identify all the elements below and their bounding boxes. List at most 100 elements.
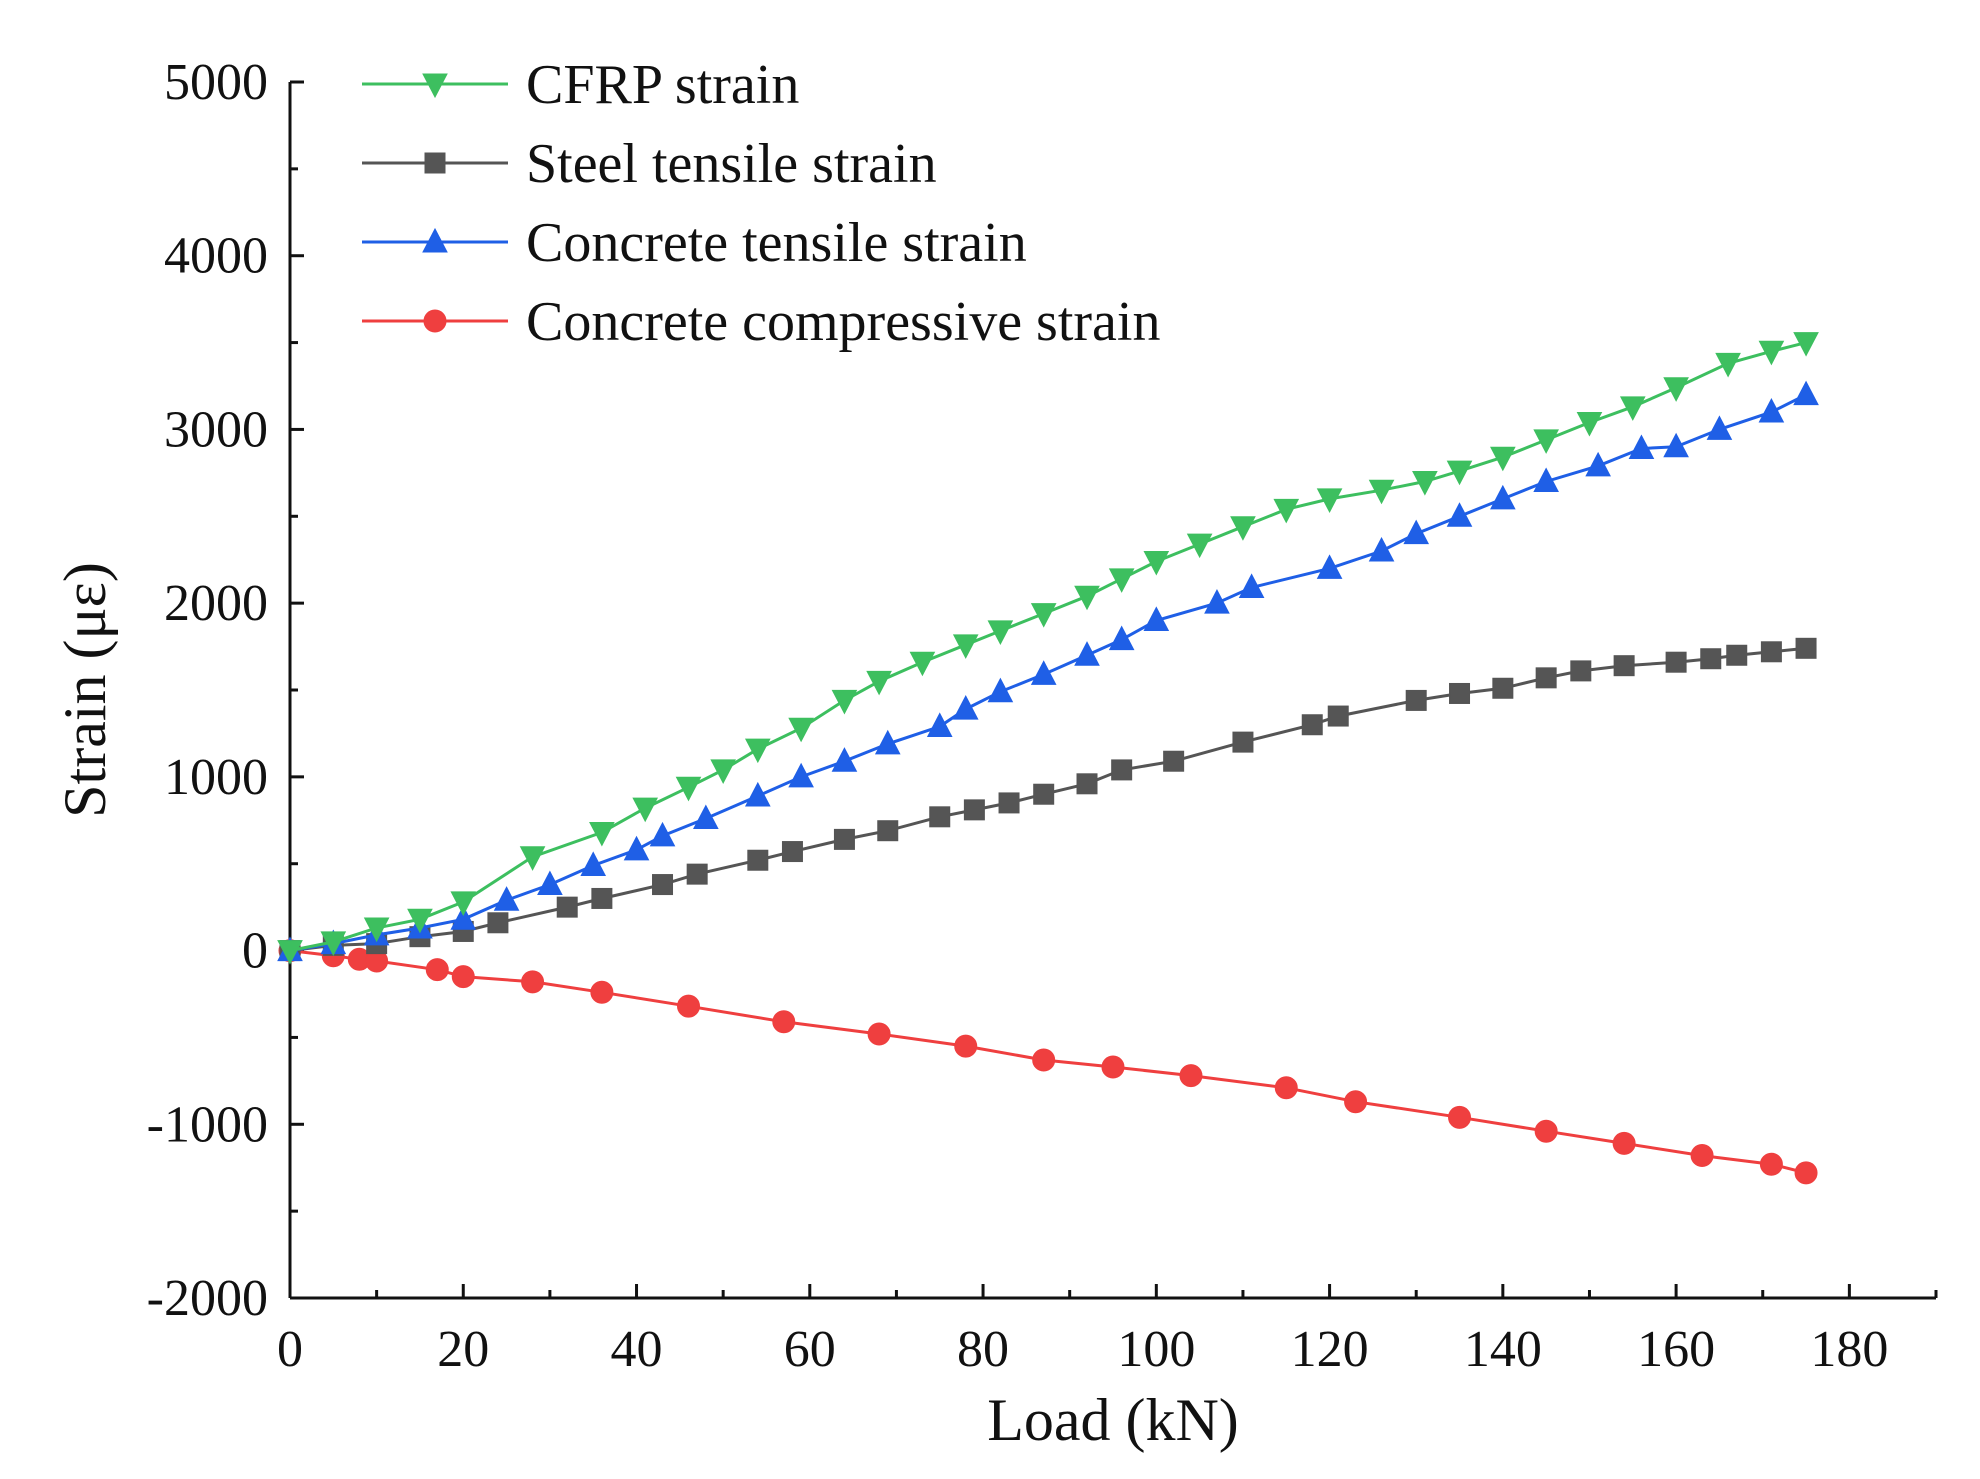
data-point-concrete-tensile-strain: [744, 781, 771, 807]
data-point-cfrp-strain: [1273, 498, 1300, 524]
data-point-concrete-tensile-strain: [1758, 397, 1785, 423]
x-tick-label: 20: [437, 1321, 489, 1378]
data-point-concrete-tensile-strain: [1403, 519, 1430, 545]
y-tick-label: 5000: [164, 54, 268, 111]
data-point-concrete-tensile-strain: [1238, 573, 1265, 599]
data-point-cfrp-strain: [952, 634, 979, 659]
data-point-cfrp-strain: [866, 670, 892, 696]
x-tick-label: 80: [957, 1321, 1009, 1378]
data-point-concrete-compressive-strain: [867, 1022, 891, 1046]
data-point-steel-tensile-strain: [1760, 641, 1782, 663]
legend-marker: [422, 73, 448, 99]
data-point-concrete-compressive-strain: [1179, 1064, 1203, 1088]
data-point-steel-tensile-strain: [929, 806, 951, 828]
data-point-concrete-tensile-strain: [952, 695, 979, 720]
legend-label: Concrete compressive strain: [526, 291, 1160, 353]
data-point-steel-tensile-strain: [1111, 759, 1133, 781]
legend-marker: [422, 227, 448, 253]
x-tick-label: 180: [1810, 1321, 1888, 1378]
data-point-cfrp-strain: [1368, 479, 1395, 505]
y-tick-label: 2000: [164, 575, 268, 632]
data-point-steel-tensile-strain: [1535, 667, 1557, 689]
legend-item-concrete-tensile-strain: Concrete tensile strain: [362, 212, 1027, 274]
data-point-concrete-tensile-strain: [537, 870, 563, 896]
data-point-concrete-compressive-strain: [1534, 1119, 1558, 1143]
data-point-concrete-compressive-strain: [590, 980, 614, 1004]
data-point-concrete-tensile-strain: [1108, 625, 1135, 651]
data-point-cfrp-strain: [1446, 460, 1473, 486]
y-tick-label: 4000: [164, 228, 268, 285]
data-point-steel-tensile-strain: [747, 849, 769, 871]
data-point-concrete-compressive-strain: [1274, 1076, 1298, 1100]
data-point-steel-tensile-strain: [1613, 655, 1635, 677]
y-tick-label: 1000: [164, 749, 268, 806]
data-point-cfrp-strain: [1074, 585, 1100, 611]
y-tick-label: 3000: [164, 401, 268, 458]
data-point-concrete-compressive-strain: [451, 965, 475, 989]
x-tick-label: 100: [1117, 1321, 1195, 1378]
data-point-steel-tensile-strain: [652, 874, 674, 896]
data-point-concrete-tensile-strain: [1074, 641, 1100, 666]
y-axis-title: Strain (με): [52, 562, 118, 818]
data-point-concrete-compressive-strain: [521, 970, 545, 994]
x-tick-label: 140: [1464, 1321, 1542, 1378]
data-point-cfrp-strain: [1793, 332, 1819, 357]
data-point-concrete-tensile-strain: [1793, 380, 1819, 406]
data-point-concrete-tensile-strain: [450, 905, 477, 930]
data-point-concrete-tensile-strain: [1490, 484, 1516, 510]
data-point-concrete-tensile-strain: [623, 835, 650, 861]
data-point-cfrp-strain: [987, 620, 1014, 646]
data-point-concrete-tensile-strain: [693, 804, 719, 830]
data-point-cfrp-strain: [744, 738, 771, 764]
data-point-concrete-tensile-strain: [1533, 467, 1559, 493]
data-point-steel-tensile-strain: [1449, 682, 1471, 704]
y-tick-label: -2000: [147, 1270, 268, 1327]
data-point-cfrp-strain: [589, 821, 615, 847]
data-point-concrete-tensile-strain: [831, 747, 858, 772]
data-point-concrete-tensile-strain: [1316, 554, 1343, 579]
data-point-cfrp-strain: [675, 776, 702, 802]
data-point-concrete-tensile-strain: [874, 729, 901, 755]
data-point-cfrp-strain: [320, 931, 347, 956]
data-point-concrete-compressive-strain: [1794, 1161, 1818, 1185]
data-point-steel-tensile-strain: [1033, 783, 1055, 805]
data-point-concrete-tensile-strain: [1368, 536, 1395, 562]
data-point-concrete-compressive-strain: [1101, 1055, 1125, 1079]
data-point-cfrp-strain: [1108, 568, 1135, 593]
data-point-steel-tensile-strain: [686, 863, 708, 885]
data-point-concrete-tensile-strain: [1204, 589, 1230, 614]
data-point-cfrp-strain: [632, 797, 659, 823]
data-point-steel-tensile-strain: [1405, 689, 1427, 711]
data-point-steel-tensile-strain: [1076, 773, 1098, 795]
data-point-cfrp-strain: [1715, 352, 1741, 378]
data-point-steel-tensile-strain: [1570, 660, 1592, 682]
data-point-cfrp-strain: [450, 891, 477, 917]
series-concrete-compressive-strain: [278, 939, 1818, 1185]
data-point-concrete-tensile-strain: [493, 886, 520, 911]
data-point-concrete-tensile-strain: [1585, 451, 1611, 477]
x-tick-label: 40: [611, 1321, 663, 1378]
data-point-steel-tensile-strain: [781, 841, 803, 863]
data-point-cfrp-strain: [710, 759, 736, 784]
data-point-steel-tensile-strain: [591, 887, 613, 909]
y-ticks: -2000 -1000 0 1000 2000 3000 4000 5000: [147, 54, 304, 1327]
legend-label: Concrete tensile strain: [526, 212, 1027, 274]
data-point-cfrp-strain: [1230, 516, 1256, 541]
data-point-steel-tensile-strain: [1492, 677, 1514, 699]
y-tick-label: -1000: [147, 1096, 268, 1153]
data-point-steel-tensile-strain: [1700, 648, 1722, 670]
legend-label: CFRP strain: [526, 54, 799, 116]
data-point-concrete-tensile-strain: [649, 821, 676, 847]
data-point-steel-tensile-strain: [1232, 731, 1254, 753]
data-point-cfrp-strain: [1412, 471, 1438, 496]
legend-marker: [423, 309, 447, 333]
data-point-steel-tensile-strain: [1327, 705, 1349, 727]
data-point-concrete-tensile-strain: [987, 677, 1014, 703]
data-point-concrete-compressive-strain: [772, 1010, 796, 1034]
series-cfrp-strain: [277, 332, 1819, 965]
data-point-steel-tensile-strain: [963, 799, 985, 821]
legend-marker: [424, 152, 446, 174]
data-point-steel-tensile-strain: [1795, 637, 1817, 659]
x-tick-label: 120: [1291, 1321, 1369, 1378]
data-point-concrete-compressive-strain: [677, 994, 701, 1018]
